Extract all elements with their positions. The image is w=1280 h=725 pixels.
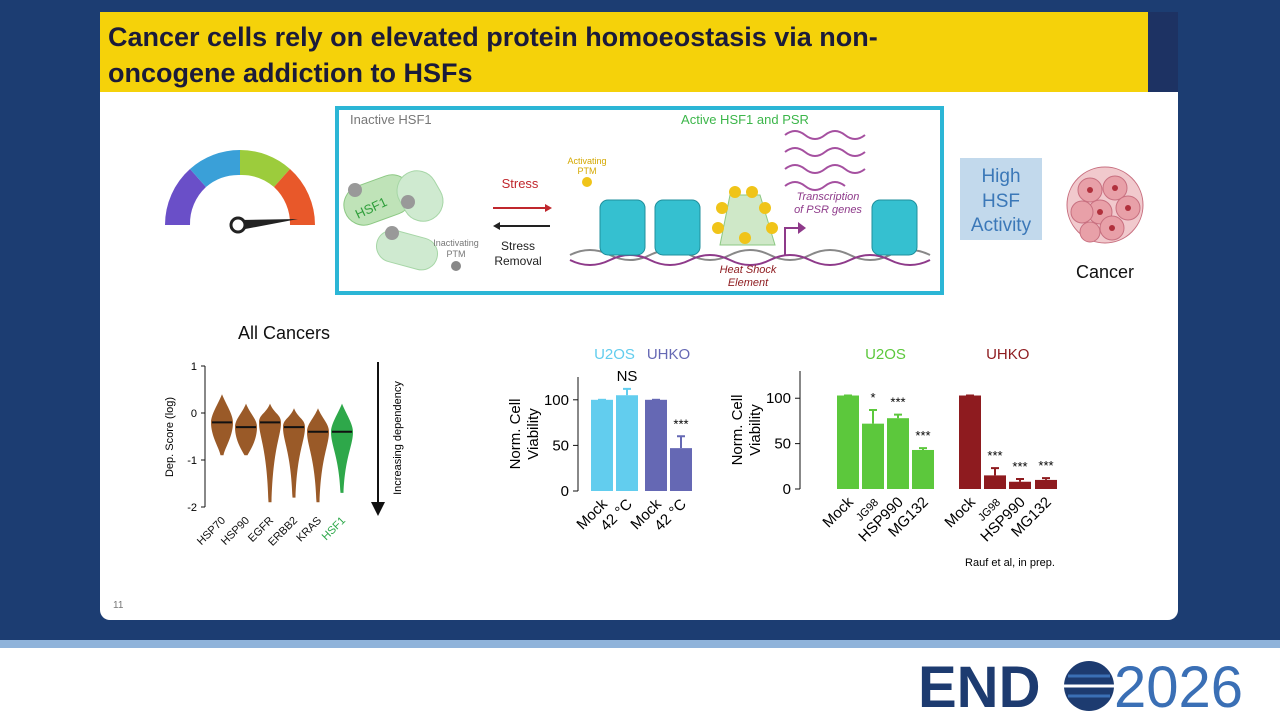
significance: *** xyxy=(1038,458,1053,473)
y-axis-label: Dep. Score (log) xyxy=(164,397,176,477)
y-tick-label: 0 xyxy=(561,483,569,500)
distribution xyxy=(259,403,281,503)
bar xyxy=(616,395,638,491)
bar xyxy=(959,395,981,489)
group-label: UHKO xyxy=(647,346,690,363)
bar xyxy=(887,418,909,489)
diagram-label: Inactive HSF1 xyxy=(350,112,432,127)
diagram-label: Activating xyxy=(567,156,606,166)
diagram-label: Stress xyxy=(501,239,535,253)
y-axis-label: Norm. Cell xyxy=(507,399,524,470)
annotation: Increasing dependency xyxy=(392,381,404,495)
error-bar xyxy=(623,387,631,396)
y-tick-label: 1 xyxy=(191,361,197,373)
y-axis-label: Norm. Cell xyxy=(729,395,746,466)
diagram-label: Active HSF1 and PSR xyxy=(681,112,809,127)
activity-box xyxy=(960,158,1042,240)
bar xyxy=(837,395,859,489)
distribution xyxy=(235,403,257,456)
diagram-label: Element xyxy=(728,277,769,289)
y-tick-label: 50 xyxy=(552,437,569,454)
activity-label: Activity xyxy=(971,215,1032,236)
bar xyxy=(1035,479,1057,489)
error-bar xyxy=(869,409,877,424)
y-tick-label: 0 xyxy=(783,481,791,498)
distribution xyxy=(283,408,305,498)
arrow-head xyxy=(371,502,385,516)
bar xyxy=(984,475,1006,489)
y-tick-label: 0 xyxy=(191,408,197,420)
significance: *** xyxy=(673,416,688,431)
diagram-label: Transcription xyxy=(797,191,860,203)
error-bar xyxy=(919,447,927,450)
cancer-label: Cancer xyxy=(1076,262,1134,282)
slide-number: 11 xyxy=(113,600,124,611)
significance: *** xyxy=(915,428,930,443)
significance: NS xyxy=(617,368,638,385)
bar xyxy=(1009,481,1031,489)
title-line: oncogene addiction to HSFs xyxy=(108,58,473,88)
diagram-label: PTM xyxy=(578,166,597,176)
y-tick-label: 100 xyxy=(766,390,791,407)
diagram-label: Removal xyxy=(494,254,541,268)
y-tick-label: 50 xyxy=(774,436,791,453)
logo-left: END xyxy=(918,655,1040,720)
title-line: Cancer cells rely on elevated protein ho… xyxy=(108,22,878,52)
significance: * xyxy=(870,390,875,405)
title-accent xyxy=(1148,12,1178,92)
bar xyxy=(670,448,692,491)
bar xyxy=(862,423,884,489)
logo-right: 2026 xyxy=(1114,655,1243,720)
distribution xyxy=(331,403,353,493)
error-bar xyxy=(991,467,999,476)
diagram-art xyxy=(343,130,931,271)
group-label: U2OS xyxy=(594,346,635,363)
title-banner xyxy=(100,12,1148,92)
footer-stripe xyxy=(0,640,1280,648)
diagram-label: PTM xyxy=(447,249,466,259)
error-bar xyxy=(894,413,902,419)
source: Rauf et al, in prep. xyxy=(965,557,1055,569)
y-tick-label: 100 xyxy=(544,392,569,409)
y-tick-label: -2 xyxy=(187,502,197,514)
group-label: U2OS xyxy=(865,346,906,363)
error-bar xyxy=(1016,478,1024,482)
diagram-label: of PSR genes xyxy=(794,204,862,216)
diagram-label: Heat Shock xyxy=(720,264,777,276)
cancer-cells xyxy=(1066,166,1144,244)
error-bar xyxy=(677,435,685,449)
logo-globe xyxy=(1064,661,1114,711)
significance: *** xyxy=(890,395,905,410)
error-bar xyxy=(1042,477,1050,480)
chart-title: All Cancers xyxy=(238,323,330,343)
y-axis-label: Viability xyxy=(525,408,542,460)
bar xyxy=(591,399,613,491)
significance: *** xyxy=(987,448,1002,463)
group-label: UHKO xyxy=(986,346,1029,363)
y-axis-label: Viability xyxy=(747,404,764,456)
diagram-box xyxy=(335,106,944,295)
activity-label: HSF xyxy=(982,191,1020,212)
significance: *** xyxy=(1012,459,1027,474)
bar xyxy=(912,449,934,489)
diagram-label: Stress xyxy=(502,176,539,191)
gauge xyxy=(164,149,316,234)
y-tick-label: -1 xyxy=(187,455,197,467)
diagram-label: Inactivating xyxy=(433,238,479,248)
bar xyxy=(645,399,667,491)
distribution xyxy=(211,394,233,456)
activity-label: High xyxy=(981,166,1020,187)
